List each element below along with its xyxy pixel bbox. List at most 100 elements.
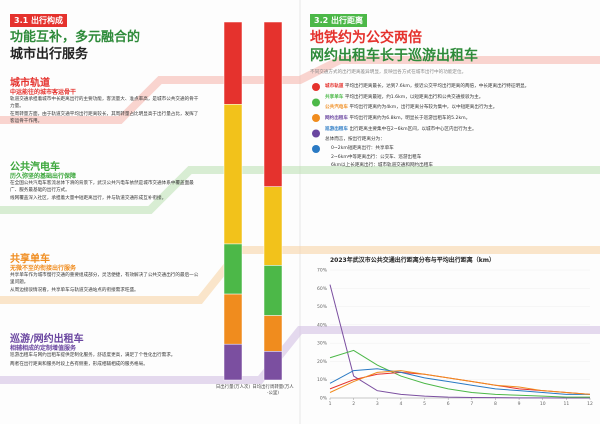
x-tick-label: 7	[470, 401, 473, 407]
block-title: 共享单车	[10, 254, 50, 265]
paragraph: 巡游出租车与网约出租车提供定制化服务，舒适度更高，满足了个性化出行需求。	[10, 353, 176, 358]
paragraph: 共享单车作为城市慢行交通的重要组成部分，灵活便捷，有效解决了公共交通出行的最后一…	[10, 273, 199, 285]
bar-segment	[263, 315, 283, 352]
block-subtitle: 中运能往的城市客运骨干	[10, 89, 77, 96]
intro: 不同交通方式的出行距离差异明显，反映出各方式在城市出行中的功能定位。	[310, 70, 467, 75]
x-tick-label: 8	[494, 401, 497, 407]
y-tick-label: 20%	[317, 359, 328, 365]
paragraph: 公共汽电车 平均出行距离约为4km，出行距离分布较为集中，以中短距离出行为主。	[325, 105, 585, 112]
y-tick-label: 70%	[317, 268, 328, 274]
paragraph-lead: 巡游出租车	[325, 126, 348, 132]
summary: 总体而言，按出行距离分为：	[325, 137, 385, 143]
x-tick-label: 10	[540, 401, 546, 407]
paragraph-text: 平均出行距离最短，约1.6km，以短距离出行和公共交通接驳为主。	[344, 94, 484, 100]
x-tick-label: 3	[376, 401, 379, 407]
paragraph: 网约出租车 平均出行距离约为6.8km，明显长于巡游出租车的5.2km。	[325, 116, 585, 123]
headline: 功能互补，多元融合的	[10, 30, 141, 45]
paragraph: 从周边接驳情况看，共享单车与轨道交通站点的衔接需求旺盛。	[10, 288, 139, 294]
y-tick-label: 50%	[317, 304, 328, 310]
line-series	[329, 370, 591, 395]
y-tick-label: 60%	[317, 286, 328, 292]
line-series	[329, 368, 590, 395]
x-tick-label: 9	[518, 401, 521, 407]
mode-icon	[312, 145, 320, 153]
paragraph-text: 出行距离主要集中在2~6km区间，以城市中心区内出行为主。	[349, 126, 477, 132]
section-label: 3.1 出行构成	[10, 14, 67, 27]
line-series	[329, 284, 590, 399]
block-text: 巡游出租车与网约出租车提供定制化服务，舒适度更高，满足了个性化出行需求。 两者在出…	[10, 353, 200, 370]
chart-title: 2023年武汉市公共交通出行距离分布与平均出行距离（km）	[330, 256, 495, 264]
paragraphs: 城市轨道 平均出行距离最长，达到7.6km，接近公交平均出行距离的两倍，中长距离…	[325, 84, 585, 172]
block-title: 城市轨道	[10, 78, 50, 89]
route-line	[0, 166, 600, 214]
x-tick-label: 5	[423, 401, 426, 407]
paragraph-text: 平均出行距离约为4km，出行距离分布较为集中，以中短距离出行为主。	[349, 105, 498, 111]
y-tick-label: 10%	[317, 377, 328, 383]
y-tick-label: 30%	[317, 341, 328, 347]
bar-segment	[263, 21, 283, 187]
x-tick-label: 日均出行周转量(万人·公里)	[252, 385, 294, 396]
bar-segment	[223, 243, 243, 295]
headline: 城市出行服务	[10, 47, 89, 62]
bar-segment	[223, 293, 243, 345]
paragraph: 在周转量方面，由于轨道交通平均出行距离较长，其周转量占比明显高于出行量占比，发挥…	[10, 112, 199, 124]
paragraph-lead: 网约出租车	[325, 115, 348, 121]
headline: 地铁约为公交两倍	[310, 30, 422, 46]
bullet: 2~6km中等距离出行：公交车、巡游出租车	[331, 154, 422, 160]
bar-segment	[223, 104, 243, 245]
category-box: 日均出行周转量(万人·公里)	[252, 385, 294, 396]
x-tick-label: 日出行量(万人次)	[215, 385, 251, 390]
mode-icon	[312, 98, 320, 107]
paragraph-text: 平均出行距离约为6.8km，明显长于巡游出租车的5.2km。	[349, 115, 471, 121]
block-subtitle: 相辅相成的定制增值服务	[10, 345, 77, 352]
x-tick-label: 11	[563, 401, 569, 407]
x-tick-label: 2	[352, 401, 355, 407]
block-text: 共享单车作为城市慢行交通的重要组成部分，灵活便捷，有效解决了公共交通出行的最后一…	[10, 273, 200, 297]
paragraph: 城市轨道 平均出行距离最长，达到7.6km，接近公交平均出行距离的两倍，中长距离…	[325, 84, 585, 91]
block-title: 巡游/网约出租车	[10, 334, 84, 345]
category-box: 日出行量(万人次)	[215, 385, 251, 390]
paragraph-lead: 公共汽电车	[325, 105, 348, 111]
x-tick-label: 6	[447, 401, 450, 407]
paragraph-lead: 城市轨道	[325, 84, 344, 89]
section-number: 3.1	[14, 16, 29, 25]
mode-icon	[312, 83, 320, 91]
bar-segment	[223, 21, 243, 105]
paragraph: 轨道交通承担着城市中长距离出行的主要功能，客流量大、准点率高，是城市公共交通的骨…	[10, 97, 199, 109]
bullet: 0~2km短距离出行：共享单车	[331, 145, 394, 151]
y-tick-label: 40%	[317, 322, 328, 328]
bar-segment	[263, 351, 283, 381]
bar-segment	[263, 186, 283, 266]
block-subtitle: 无微不至的衔接出行服务	[10, 265, 77, 272]
section-title: 出行距离	[330, 16, 363, 25]
mode-icon	[312, 129, 320, 138]
paragraph: 共享单车 平均出行距离最短，约1.6km，以短距离出行和公共交通接驳为主。	[325, 95, 585, 102]
line-series	[329, 349, 590, 398]
bullet: 6km以上长距离出行：城市轨道交通和网约出租车	[331, 163, 433, 169]
block-subtitle: 历久弥坚的基础出行保障	[10, 173, 77, 180]
x-tick-label: 4	[399, 401, 402, 407]
section-label: 3.2 出行距离	[310, 14, 367, 27]
x-tick-label: 12	[587, 401, 593, 407]
paragraph: 两者在出行距离和服务时段上各有侧重，形成相辅相成的服务格局。	[10, 361, 148, 367]
bar-segment	[223, 343, 243, 381]
paragraph-lead: 共享单车	[325, 94, 344, 100]
x-tick-label: 1	[329, 401, 332, 407]
block-title: 公共汽电车	[10, 162, 60, 173]
y-tick-label: 0%	[320, 396, 328, 402]
section-number: 3.2	[314, 16, 329, 25]
block-text: 轨道交通承担着城市中长距离出行的主要功能，客流量大、准点率高，是城市公共交通的骨…	[10, 97, 200, 128]
paragraph: 在全国公共汽电车客流总体下滑的背景下，武汉公共汽电车依然是城市交通体系中覆盖面最…	[10, 181, 194, 193]
section-title: 出行构成	[30, 16, 63, 25]
paragraph: 线网覆盖深入社区，承担着大量中短距离出行，并与轨道交通形成互补衔接。	[10, 196, 167, 202]
paragraph-text: 平均出行距离最长，达到7.6km，接近公交平均出行距离的两倍，中长距离出行特征明…	[344, 84, 530, 89]
paragraph: 巡游出租车 出行距离主要集中在2~6km区间，以城市中心区内出行为主。	[325, 127, 585, 134]
bar-segment	[263, 265, 283, 316]
route-line	[0, 246, 600, 304]
block-text: 在全国公共汽电车客流总体下滑的背景下，武汉公共汽电车依然是城市交通体系中覆盖面最…	[10, 181, 200, 205]
headline: 网约出租车长于巡游出租车	[310, 48, 478, 64]
mode-icon	[312, 114, 320, 122]
